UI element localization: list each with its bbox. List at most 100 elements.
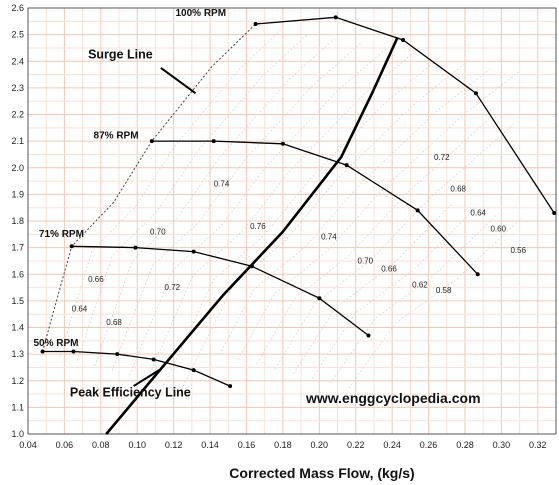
y-tick-label: 2.5 [11, 30, 24, 40]
speed-line-point [211, 139, 216, 144]
y-tick-label: 1.5 [11, 296, 24, 306]
y-tick-label: 2.4 [11, 56, 24, 66]
rpm-label: 50% RPM [33, 338, 78, 349]
speed-line-point [133, 245, 138, 250]
x-tick-label: 0.28 [456, 440, 474, 450]
axis-tick-labels: 0.04 0.06 0.08 0.10 0.12 0.14 0.16 0.18 0.20 0.22… [11, 3, 546, 450]
speed-line-point [253, 21, 258, 26]
x-tick-label: 0.22 [347, 440, 365, 450]
annotation-leader-line [160, 67, 197, 95]
x-tick-label: 0.18 [274, 440, 292, 450]
peak-efficiency-line-path [105, 36, 399, 435]
annotation-leader-line [133, 369, 160, 387]
speed-line-group [149, 139, 480, 277]
rpm-label: 71% RPM [39, 229, 84, 240]
y-tick-label: 1.2 [11, 376, 24, 386]
efficiency-label: 0.70 [150, 227, 166, 236]
speed-line-group [253, 15, 557, 216]
grid-lines [27, 7, 557, 435]
efficiency-contour [256, 119, 489, 365]
speed-line-point [191, 249, 196, 254]
speed-line-point [475, 272, 480, 277]
efficiency-label: 0.70 [358, 257, 374, 266]
speed-line-point [552, 211, 557, 216]
efficiency-label: 0.56 [510, 246, 526, 255]
y-tick-label: 1.8 [11, 216, 24, 226]
rpm-label: 100% RPM [175, 8, 226, 19]
efficiency-label: 0.74 [214, 179, 230, 188]
efficiency-contour [59, 28, 283, 357]
efficiency-contour [330, 212, 499, 384]
efficiency-contour-lines [59, 28, 523, 390]
efficiency-contour [94, 38, 335, 366]
efficiency-label: 0.72 [434, 153, 450, 162]
efficiency-label: 0.76 [250, 222, 266, 231]
y-tick-label: 1.6 [11, 269, 24, 279]
x-tick-label: 0.20 [311, 440, 329, 450]
speed-line-point [40, 349, 45, 354]
y-tick-label: 1.9 [11, 189, 24, 199]
x-tick-label: 0.24 [383, 440, 401, 450]
speed-line-point [401, 37, 406, 42]
x-tick-label: 0.08 [92, 440, 110, 450]
speed-line-group [69, 244, 371, 338]
watermark: www.enggcyclopedia.com [305, 390, 481, 406]
speed-line-point [228, 384, 233, 389]
speed-line-point [280, 141, 285, 146]
surge-line-path [42, 23, 256, 352]
efficiency-labels: 0.74 0.72 0.68 0.64 0.60 0.56 0.70 0.76 0.74 0.70… [72, 153, 527, 327]
efficiency-contour [237, 71, 520, 360]
efficiency-label: 0.60 [490, 225, 506, 234]
efficiency-contour [293, 203, 453, 374]
y-tick-label: 1.4 [11, 323, 24, 333]
efficiency-label: 0.66 [88, 275, 104, 284]
efficiency-contour [348, 217, 523, 389]
speed-lines [40, 15, 557, 389]
x-tick-label: 0.26 [420, 440, 438, 450]
speed-line-point [71, 349, 76, 354]
y-tick-label: 2.0 [11, 163, 24, 173]
x-tick-label: 0.12 [165, 440, 183, 450]
speed-line-group [40, 349, 233, 389]
efficiency-label: 0.64 [72, 305, 88, 314]
rpm-labels: 100% RPM 87% RPM 71% RPM 50% RPM [33, 8, 226, 349]
x-tick-label: 0.04 [19, 440, 37, 450]
efficiency-label: 0.72 [165, 283, 181, 292]
y-tick-label: 1.0 [11, 429, 24, 439]
speed-line-point [473, 91, 478, 96]
speed-line-point [366, 333, 371, 338]
x-tick-label: 0.10 [128, 440, 146, 450]
y-tick-label: 2.3 [11, 83, 24, 93]
y-tick-label: 1.1 [11, 402, 24, 412]
efficiency-contour [111, 42, 362, 371]
efficiency-label: 0.62 [412, 281, 428, 290]
speed-line-point [191, 368, 196, 373]
y-tick-label: 2.1 [11, 136, 24, 146]
speed-line-path [71, 245, 369, 337]
speed-line-point [115, 352, 120, 357]
rpm-label: 87% RPM [94, 130, 139, 141]
speed-line-point [249, 264, 254, 269]
speed-line-point [69, 244, 74, 249]
efficiency-label: 0.66 [381, 265, 397, 274]
efficiency-contour [146, 52, 414, 381]
x-tick-label: 0.30 [493, 440, 511, 450]
surge-line [42, 23, 256, 352]
speed-line-point [317, 296, 322, 301]
x-tick-label: 0.06 [56, 440, 74, 450]
x-axis-label: Corrected Mass Flow, (kg/s) [229, 465, 414, 481]
plot-area-border [27, 7, 557, 435]
efficiency-label: 0.74 [321, 233, 337, 242]
x-tick-label: 0.16 [238, 440, 256, 450]
annotations: Surge Line Peak Efficiency Line [70, 48, 197, 400]
speed-line-path [42, 350, 231, 387]
efficiency-contour [181, 62, 467, 390]
speed-line-point [344, 163, 349, 168]
x-tick-label: 0.32 [529, 440, 547, 450]
speed-line-point [333, 15, 338, 20]
speed-line-point [415, 208, 420, 213]
efficiency-label: 0.64 [470, 209, 486, 218]
efficiency-contour [76, 33, 309, 362]
